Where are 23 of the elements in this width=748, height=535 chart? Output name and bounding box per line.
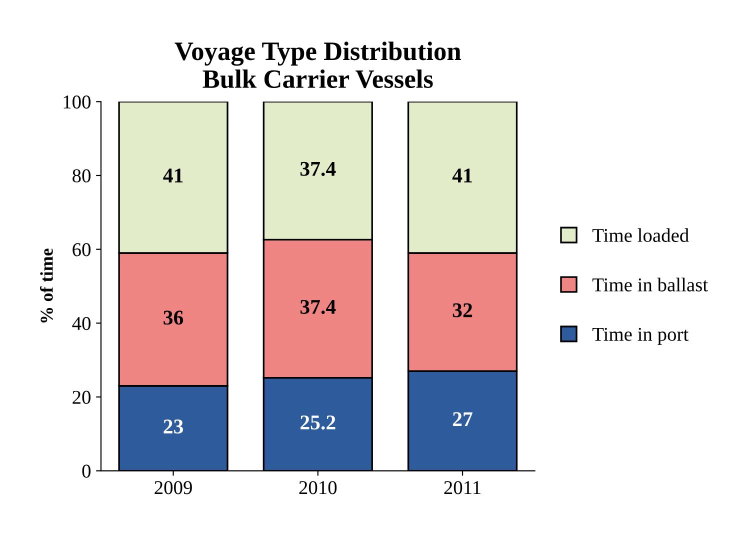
y-tick-label: 60 <box>72 243 91 256</box>
y-tick-label: 100 <box>64 95 91 109</box>
data-label: 36 <box>164 310 184 325</box>
y-tick-label: 80 <box>72 169 91 182</box>
x-tick-label: 2010 <box>299 481 337 494</box>
data-label: 37.4 <box>300 300 336 314</box>
x-tick-label: 2009 <box>154 481 192 494</box>
data-label: 41 <box>163 168 183 182</box>
chart-title: Voyage Type Distribution Bulk Carrier Vessels <box>174 42 461 88</box>
legend-label: Time in ballast <box>592 278 708 292</box>
data-label: 41 <box>452 168 472 182</box>
data-label: 37.4 <box>300 162 336 176</box>
y-tick-label: 40 <box>72 316 91 330</box>
legend-label: Time in port <box>592 328 689 345</box>
y-tick-label: 20 <box>72 390 91 404</box>
data-label: 32 <box>452 303 472 318</box>
data-label: 23 <box>164 420 183 434</box>
y-tick-label: 0 <box>82 464 91 478</box>
y-axis-title: % of time <box>40 248 53 322</box>
data-label: 27 <box>452 412 472 426</box>
data-label: 25.2 <box>300 416 336 430</box>
legend-label: Time loaded <box>592 228 689 242</box>
x-tick-label: 2011 <box>444 481 480 494</box>
